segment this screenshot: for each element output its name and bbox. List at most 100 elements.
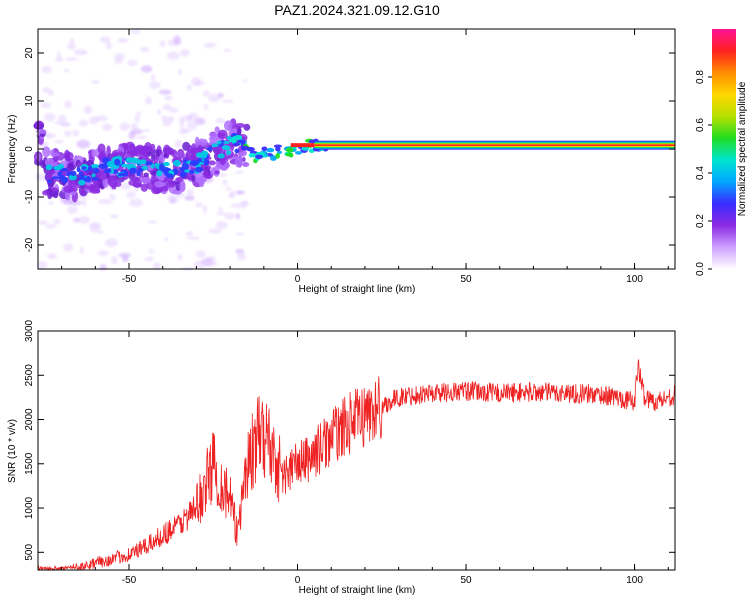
colorbar-tick-label: 0.8 (695, 70, 706, 84)
spectral-blob (208, 136, 219, 141)
spectral-transition (301, 146, 310, 151)
spectral-speckle (161, 115, 168, 121)
spectral-speckle (224, 212, 235, 220)
spectrogram-panel: -50 0 50 100 -20 -10 0 10 20 Height of straight… (7, 28, 676, 295)
spectral-speckle (164, 236, 169, 242)
spectral-speckle (221, 99, 234, 104)
spectral-speckle (235, 213, 240, 220)
spectral-speckle (119, 182, 132, 190)
spectral-core (53, 165, 63, 171)
spectrogram-ridge (290, 140, 675, 150)
spectral-blob (209, 132, 219, 138)
spectral-speckle (166, 51, 180, 60)
spectral-speckle (179, 126, 187, 135)
spectral-speckle (110, 256, 118, 265)
spectral-speckle (78, 215, 90, 225)
y-tick-label: -10 (24, 189, 35, 204)
spectral-speckle (48, 201, 54, 206)
spectral-core (130, 157, 140, 164)
spectral-speckle (193, 260, 207, 269)
spectral-blob (42, 190, 50, 196)
spectrogram-cloud (33, 29, 333, 271)
spectral-speckle (91, 79, 100, 84)
spectral-speckle (64, 130, 72, 138)
spectral-core (223, 140, 230, 145)
spectral-core (216, 140, 222, 145)
snr-line (37, 359, 676, 572)
colorbar: 0.0 0.2 0.4 0.6 0.8 Normalized spectral ampl… (695, 29, 748, 276)
spectral-speckle (184, 195, 195, 201)
spectral-blob (154, 180, 164, 188)
colorbar-tick-label: 0.2 (695, 214, 706, 228)
spectral-speckle (158, 89, 172, 95)
spectral-blob (203, 139, 208, 145)
spectral-blob (236, 127, 242, 138)
spectral-speckle (168, 107, 179, 114)
spectral-core (91, 177, 99, 181)
spectral-speckle (98, 198, 113, 205)
spectral-blob (202, 169, 209, 178)
colorbar-ticks: 0.0 0.2 0.4 0.6 0.8 (695, 70, 712, 276)
spectral-speckle (188, 112, 198, 121)
spectral-transition (237, 139, 246, 144)
spectral-speckle (46, 253, 58, 260)
spectral-speckle (148, 81, 161, 90)
spectral-speckle (216, 211, 226, 216)
spectral-speckle (177, 68, 182, 76)
spectral-speckle (150, 74, 156, 82)
spectral-speckle (180, 49, 190, 57)
spectral-blob (234, 156, 243, 168)
spectral-speckle (177, 253, 183, 261)
spectral-speckle (186, 84, 193, 91)
ridge-band-start (290, 143, 315, 148)
spectral-core (123, 171, 129, 177)
y-tick-label: 1000 (24, 496, 35, 519)
spectral-blob (155, 151, 160, 157)
spectral-blob (52, 190, 59, 199)
spectral-blob (133, 177, 142, 188)
spectral-speckle (152, 262, 162, 270)
spectral-blob (51, 152, 60, 157)
colorbar-gradient (712, 29, 736, 269)
spectral-blob (36, 129, 47, 134)
spectral-speckle (89, 223, 101, 233)
spectral-core (198, 152, 208, 159)
y-tick-label: 20 (24, 47, 35, 59)
spectral-blob (91, 148, 96, 158)
spectral-speckle (63, 243, 74, 252)
spectral-blob (46, 187, 53, 200)
spectral-speckle (104, 238, 119, 248)
colorbar-tick-label: 0.0 (695, 262, 706, 276)
spectral-blob (107, 175, 119, 188)
spectral-speckle (167, 194, 179, 204)
spectral-speckle (81, 50, 88, 55)
spectral-speckle (237, 252, 246, 261)
spectral-speckle (71, 129, 80, 137)
spectral-core (192, 160, 200, 165)
spectral-speckle (79, 246, 85, 254)
spectral-speckle (106, 42, 112, 50)
spectral-core (158, 163, 165, 171)
spectral-speckle (235, 190, 244, 195)
spectral-speckle (64, 57, 79, 61)
spectral-core (90, 163, 100, 169)
spectral-core (98, 163, 107, 169)
spectral-speckle (83, 105, 93, 115)
snr-plot-area (38, 331, 675, 570)
spectral-transition (285, 152, 292, 157)
spectral-blob (156, 187, 163, 193)
spectral-speckle (147, 220, 158, 224)
spectral-core (136, 171, 141, 177)
spectral-speckle (195, 250, 207, 259)
spectral-blob (143, 172, 149, 178)
spectral-speckle (203, 42, 217, 48)
spectral-speckle (179, 119, 185, 127)
x-tick-label: 50 (460, 274, 472, 285)
spectral-blob (98, 153, 106, 159)
spectral-speckle (59, 122, 71, 126)
spectral-blob (165, 180, 176, 188)
y-tick-label: 3000 (24, 319, 35, 342)
spectrogram-y-label: Frequency (Hz) (7, 115, 18, 184)
spectral-core (78, 171, 83, 177)
colorbar-tick-label: 0.6 (695, 118, 706, 132)
